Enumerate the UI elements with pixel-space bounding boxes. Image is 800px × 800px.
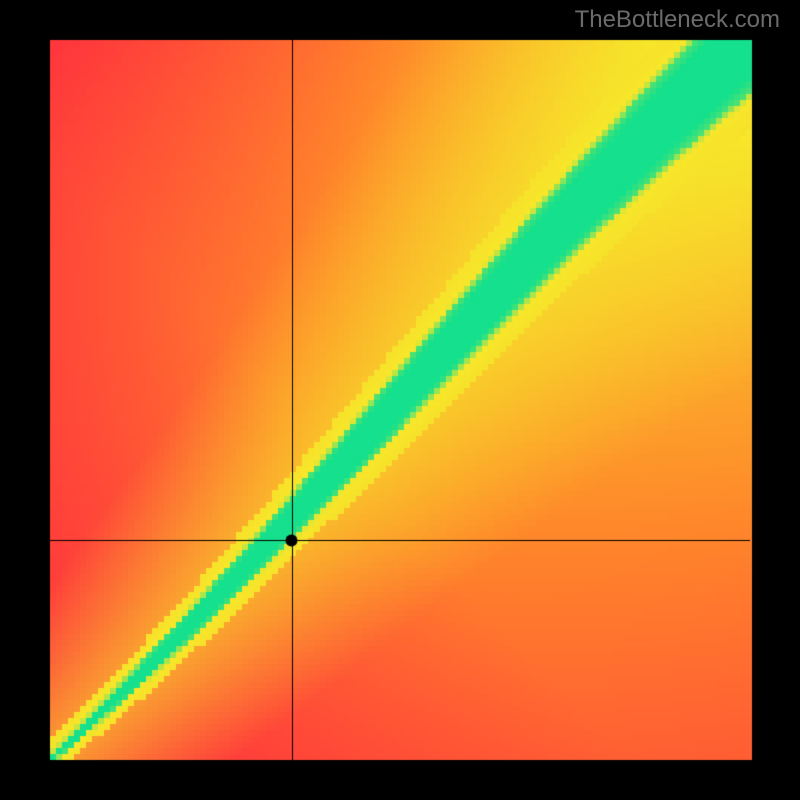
attribution-label: TheBottleneck.com [575, 6, 780, 34]
bottleneck-heatmap [0, 0, 800, 800]
chart-container: TheBottleneck.com [0, 0, 800, 800]
